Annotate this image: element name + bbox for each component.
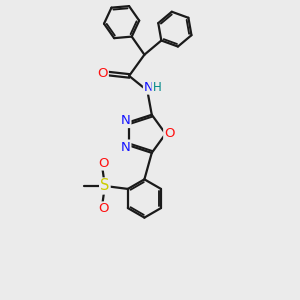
Text: O: O xyxy=(164,127,175,140)
Text: S: S xyxy=(100,178,110,194)
Text: O: O xyxy=(97,67,108,80)
Text: O: O xyxy=(99,202,109,215)
Text: H: H xyxy=(152,81,161,94)
Text: N: N xyxy=(121,114,130,127)
Text: N: N xyxy=(121,140,130,154)
Text: N: N xyxy=(144,81,154,94)
Text: O: O xyxy=(99,157,109,169)
